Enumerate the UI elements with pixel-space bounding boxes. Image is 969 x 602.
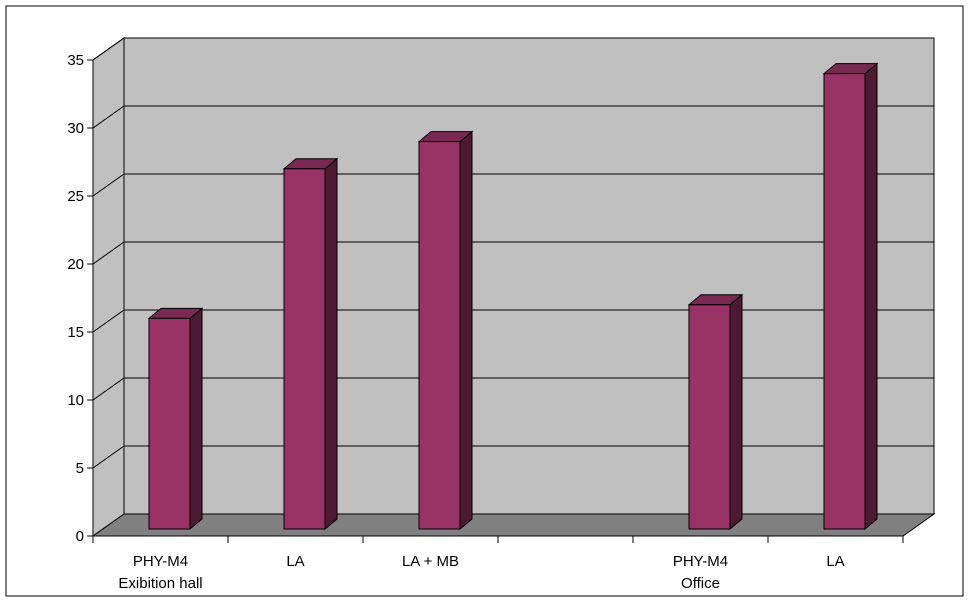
gridline <box>92 241 934 265</box>
floor <box>91 513 936 537</box>
y-tick-label: 10 <box>67 392 84 409</box>
axes <box>87 59 904 543</box>
bar <box>283 168 326 530</box>
y-tick-label: 20 <box>67 256 84 273</box>
gridlines <box>92 37 934 469</box>
y-tick-label: 5 <box>76 460 84 477</box>
bar-side <box>324 157 338 531</box>
x-category-label: LA <box>826 553 844 570</box>
y-tick-label: 25 <box>67 188 84 205</box>
bar <box>823 73 866 530</box>
x-category-label: PHY-M4 <box>133 553 188 570</box>
bar <box>688 304 731 530</box>
y-tick-label: 0 <box>76 528 84 545</box>
gridline <box>92 173 934 197</box>
gridline <box>92 445 934 469</box>
bar <box>148 317 191 530</box>
x-category-label: LA + MB <box>402 553 459 570</box>
bar-side <box>189 307 203 531</box>
y-axis-tick-labels: 0 5 10 15 20 25 30 35 <box>67 52 84 545</box>
bar-side <box>864 62 878 531</box>
back-wall <box>123 37 935 515</box>
x-category-label: PHY-M4 <box>673 553 728 570</box>
bar-side <box>729 293 743 531</box>
x-category-label: Exibition hall <box>118 575 202 592</box>
x-category-label: LA <box>286 553 304 570</box>
bar <box>418 141 461 530</box>
x-axis-category-labels: PHY-M4 Exibition hall LA LA + MB PHY-M4 Offic… <box>118 553 844 592</box>
side-wall <box>92 37 125 537</box>
y-tick-label: 35 <box>67 52 84 69</box>
y-tick-label: 30 <box>67 120 84 137</box>
bars <box>147 62 879 531</box>
gridline <box>92 105 934 129</box>
gridline <box>92 377 934 401</box>
gridline <box>92 309 934 333</box>
bar-side <box>459 130 473 531</box>
plot-walls <box>91 37 936 537</box>
x-category-label: Office <box>681 575 720 592</box>
gridline <box>92 37 934 61</box>
y-tick-label: 15 <box>67 324 84 341</box>
